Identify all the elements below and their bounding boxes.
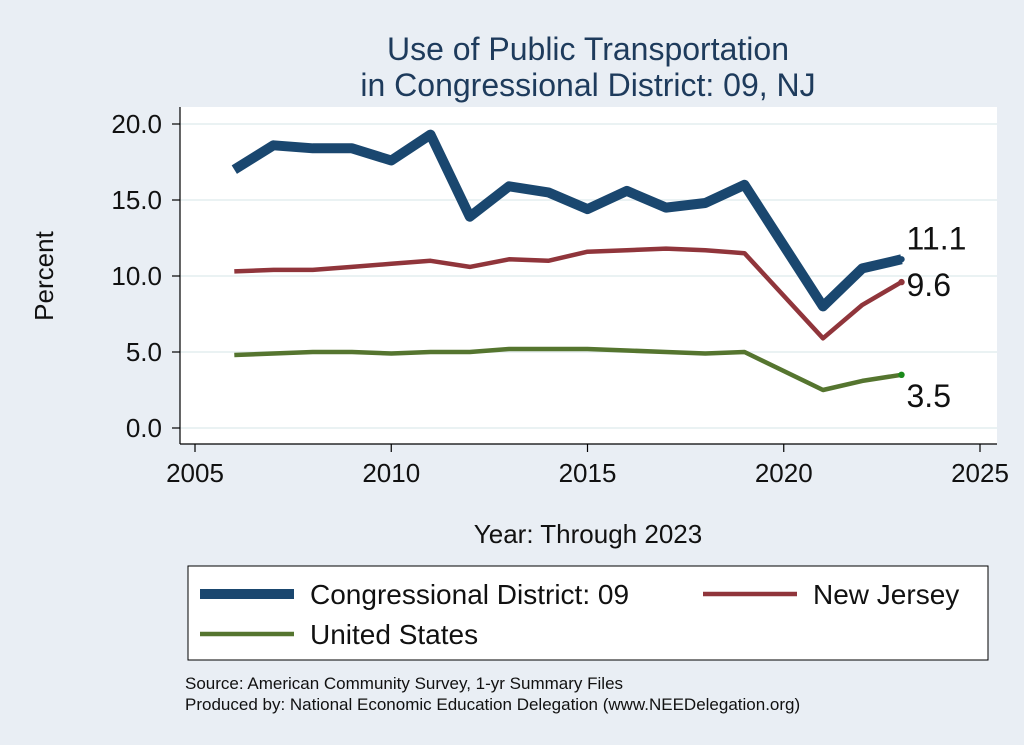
source-note: Source: American Community Survey, 1-yr … [185, 674, 623, 693]
y-tick-label: 20.0 [111, 109, 162, 139]
x-tick-label: 2005 [166, 458, 224, 488]
series-line-0 [231, 129, 903, 312]
legend: Congressional District: 09 New Jersey Unit… [200, 579, 959, 650]
series-end-point-0 [898, 256, 905, 263]
legend-label-1: New Jersey [813, 579, 959, 610]
legend-label-0: Congressional District: 09 [310, 579, 629, 610]
x-tick-label: 2020 [755, 458, 813, 488]
y-tick-label: 0.0 [126, 413, 162, 443]
x-axis-title: Year: Through 2023 [474, 519, 702, 549]
y-axis-title: Percent [29, 230, 59, 320]
chart-title-line-1: Use of Public Transportation [387, 31, 789, 67]
legend-box [187, 565, 989, 661]
end-labels: 11.1 9.6 3.5 [907, 220, 967, 414]
chart-title-line-2: in Congressional District: 09, NJ [360, 67, 815, 103]
y-tick-label: 5.0 [126, 337, 162, 367]
producer-note: Produced by: National Economic Education… [185, 695, 800, 714]
x-tick-label: 2015 [559, 458, 617, 488]
end-label-1: 9.6 [907, 267, 951, 303]
legend-label-2: United States [310, 619, 478, 650]
y-tick-label: 10.0 [111, 261, 162, 291]
series-lines [231, 129, 905, 393]
end-label-2: 3.5 [907, 378, 951, 414]
end-label-0: 11.1 [907, 220, 967, 256]
x-tick-label: 2010 [362, 458, 420, 488]
axes: 0.0 5.0 10.0 15.0 20.0 2005 2010 2015 2020 2025 [111, 107, 1009, 488]
series-end-point-2 [898, 371, 905, 378]
x-tick-label: 2025 [951, 458, 1009, 488]
y-tick-label: 15.0 [111, 185, 162, 215]
series-line-1 [234, 246, 903, 341]
series-line-2 [234, 346, 902, 393]
series-end-point-1 [898, 278, 905, 286]
